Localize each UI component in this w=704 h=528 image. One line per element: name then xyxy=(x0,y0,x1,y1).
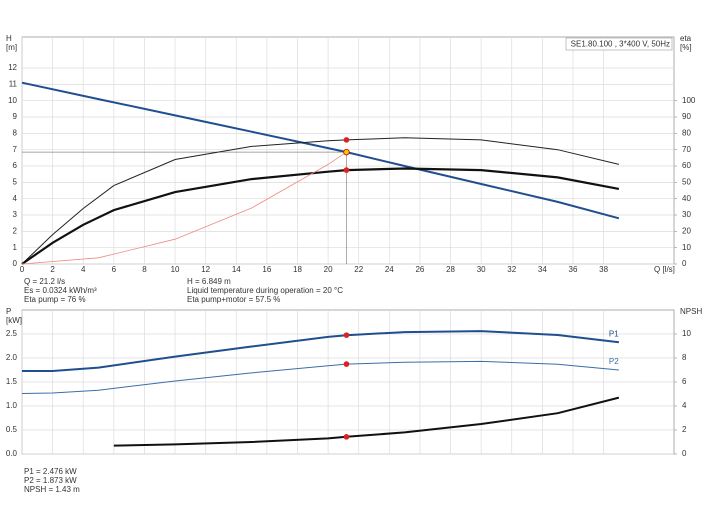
y-tick-label: 4 xyxy=(13,194,18,203)
operating-marker xyxy=(343,167,350,173)
curve xyxy=(21,151,347,265)
y2-tick-label: 2 xyxy=(682,425,687,434)
x-tick-label: 30 xyxy=(477,265,486,274)
y-axis-title: H xyxy=(6,34,12,43)
y2-tick-label: 100 xyxy=(682,96,696,105)
y2-tick-label: 0 xyxy=(682,449,687,458)
y-tick-label: 3 xyxy=(13,210,18,219)
operating-marker xyxy=(343,137,350,143)
x-tick-label: 20 xyxy=(324,265,333,274)
x-tick-label: 0 xyxy=(20,265,25,274)
note: H = 6.849 m xyxy=(187,277,231,286)
y-tick-label: 2.0 xyxy=(6,353,18,362)
note: P1 = 2.476 kW xyxy=(24,467,77,476)
y2-tick-label: 8 xyxy=(682,353,687,362)
x-tick-label: 32 xyxy=(507,265,516,274)
curve xyxy=(21,360,619,394)
y-tick-label: 0.0 xyxy=(6,449,18,458)
x-tick-label: 24 xyxy=(385,265,394,274)
y-tick-label: 1 xyxy=(13,243,18,252)
note: NPSH = 1.43 m xyxy=(24,485,80,494)
y2-tick-label: 0 xyxy=(682,259,687,268)
y-tick-label: 2 xyxy=(13,226,18,235)
y-tick-label: 5 xyxy=(13,177,18,186)
y2-tick-label: 80 xyxy=(682,128,691,137)
y2-tick-label: 20 xyxy=(682,226,691,235)
x-tick-label: 34 xyxy=(538,265,547,274)
y-axis-title: [m] xyxy=(6,43,17,52)
x-tick-label: 26 xyxy=(415,265,424,274)
y2-tick-label: 40 xyxy=(682,194,691,203)
operating-marker xyxy=(343,434,350,440)
curve xyxy=(21,81,620,220)
y2-tick-label: 90 xyxy=(682,112,691,121)
note: Q = 21.2 l/s xyxy=(24,277,65,286)
y2-axis-title: eta xyxy=(680,34,692,43)
y-tick-label: 1.5 xyxy=(6,377,18,386)
x-tick-label: 8 xyxy=(142,265,147,274)
duty-point xyxy=(343,148,350,156)
curve xyxy=(21,167,620,265)
y-tick-label: 0.5 xyxy=(6,425,18,434)
x-tick-label: 18 xyxy=(293,265,302,274)
curve-label: P2 xyxy=(609,357,619,366)
y-tick-label: 12 xyxy=(8,63,17,72)
operating-marker xyxy=(343,361,350,367)
x-tick-label: 28 xyxy=(446,265,455,274)
x-tick-label: 16 xyxy=(262,265,271,274)
curve-label: P1 xyxy=(609,329,619,338)
y-tick-label: 9 xyxy=(13,112,18,121)
note: Eta pump = 76 % xyxy=(24,295,86,304)
y-tick-label: 0 xyxy=(13,259,18,268)
operating-marker xyxy=(343,332,350,338)
y-axis-title: P xyxy=(6,307,11,316)
y-tick-label: 7 xyxy=(13,145,18,154)
info-box xyxy=(565,37,673,51)
curve xyxy=(21,137,620,265)
y2-tick-label: 6 xyxy=(682,377,687,386)
curve xyxy=(22,330,620,372)
note: Liquid temperature during operation = 20… xyxy=(187,286,343,295)
y-tick-label: 10 xyxy=(8,96,17,105)
y2-tick-label: 50 xyxy=(682,177,691,186)
y-tick-label: 1.0 xyxy=(6,401,18,410)
x-tick-label: 10 xyxy=(171,265,180,274)
y2-axis-title: [%] xyxy=(680,43,692,52)
y-axis-title: [kW] xyxy=(6,316,22,325)
note: Es = 0.0324 kWh/m³ xyxy=(24,286,97,295)
y2-tick-label: 10 xyxy=(682,243,691,252)
x-tick-label: 38 xyxy=(599,265,608,274)
note: Eta pump+motor = 57.5 % xyxy=(187,295,280,304)
x-tick-label: 12 xyxy=(201,265,210,274)
info-text: SE1.80.100 , 3*400 V, 50Hz xyxy=(571,40,670,49)
y2-axis-title: NPSH xyxy=(680,307,702,316)
x-tick-label: 22 xyxy=(354,265,363,274)
y2-tick-label: 4 xyxy=(682,401,687,410)
x-tick-label: 14 xyxy=(232,265,241,274)
y2-tick-label: 70 xyxy=(682,145,691,154)
x-tick-label: 4 xyxy=(81,265,86,274)
y-tick-label: 6 xyxy=(13,161,18,170)
y2-tick-label: 30 xyxy=(682,210,691,219)
x-tick-label: 2 xyxy=(50,265,55,274)
y2-tick-label: 60 xyxy=(682,161,691,170)
y2-tick-label: 10 xyxy=(682,329,691,338)
x-tick-label: 36 xyxy=(569,265,578,274)
y-tick-label: 8 xyxy=(13,128,18,137)
x-axis-title: Q [l/s] xyxy=(654,265,675,274)
y-tick-label: 2.5 xyxy=(6,329,18,338)
note: P2 = 1.873 kW xyxy=(24,476,77,485)
x-tick-label: 6 xyxy=(112,265,117,274)
y-tick-label: 11 xyxy=(9,79,18,88)
